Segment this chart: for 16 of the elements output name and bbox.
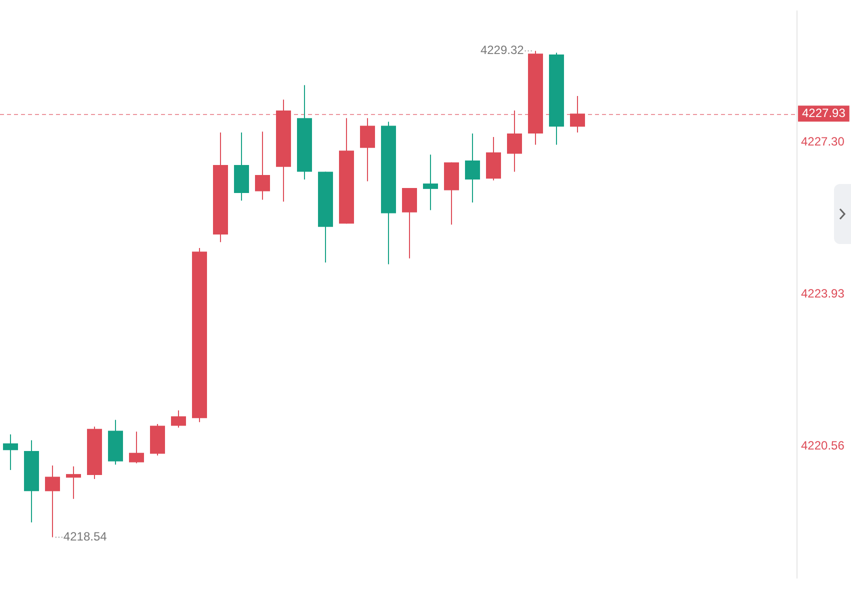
annotation: 4218.54 — [63, 530, 108, 544]
y-tick-label: 4223.93 — [801, 286, 845, 300]
candlestick — [507, 110, 522, 172]
candlestick — [465, 132, 480, 203]
candlestick — [66, 466, 81, 500]
candlestick — [570, 96, 585, 134]
annotation: 4229.32 — [480, 43, 524, 58]
ref-line-label: 4227.93 — [802, 106, 846, 120]
y-tick-label: 4220.56 — [801, 438, 845, 452]
candlestick — [360, 118, 375, 182]
candlestick — [129, 431, 144, 464]
candlestick — [423, 154, 438, 211]
y-tick-label: 4227.30 — [801, 134, 845, 148]
candlestick — [171, 410, 186, 428]
candlestick — [255, 131, 270, 200]
candlestick — [3, 434, 18, 470]
